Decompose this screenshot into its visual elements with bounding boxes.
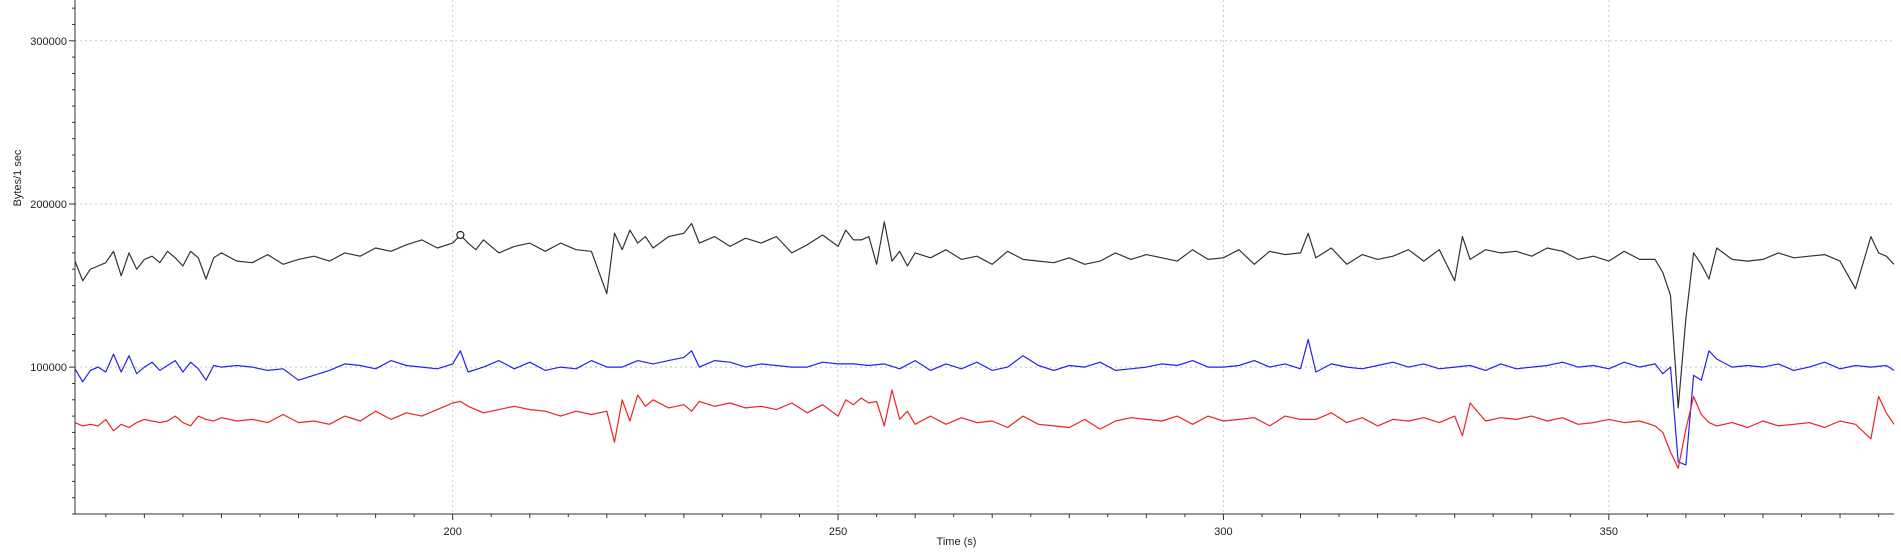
axes [74, 0, 1894, 515]
x-axis-label: Time (s) [937, 536, 977, 548]
series-line-2 [74, 338, 1895, 466]
series-line-1 [74, 221, 1895, 409]
x-tick-label: 350 [1600, 526, 1618, 538]
y-tick-label: 100000 [30, 362, 67, 374]
y-axis-label: Bytes/1 sec [12, 149, 24, 206]
x-tick-label: 200 [443, 526, 461, 538]
series-layer [74, 221, 1895, 469]
y-tick-label: 300000 [30, 36, 67, 48]
x-tick-label: 300 [1214, 526, 1232, 538]
series-line-3 [74, 389, 1895, 469]
y-tick-label: 200000 [30, 199, 67, 211]
grid [75, 0, 1894, 514]
point-marker [456, 230, 465, 240]
x-tick-label: 250 [829, 526, 847, 538]
ticks: 200 250 300 350 100000 200000 300000 [30, 7, 1880, 538]
